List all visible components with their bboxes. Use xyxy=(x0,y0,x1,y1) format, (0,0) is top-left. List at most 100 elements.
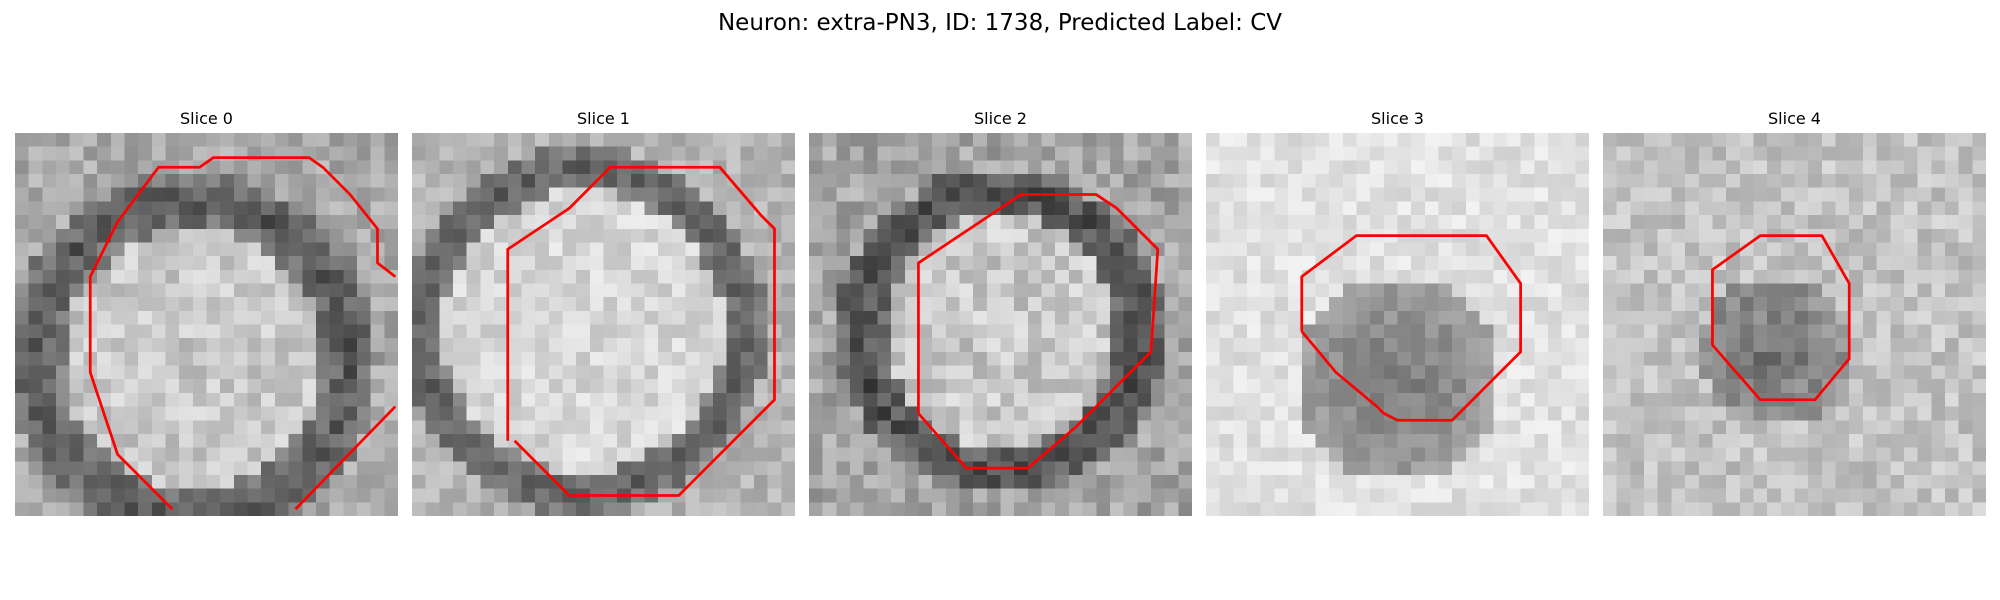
pixel xyxy=(1370,242,1385,257)
pixel xyxy=(220,242,235,257)
pixel xyxy=(548,283,563,298)
pixel xyxy=(494,269,509,284)
pixel xyxy=(329,502,344,516)
pixel xyxy=(753,160,768,175)
pixel xyxy=(1452,201,1467,216)
pixel xyxy=(1534,474,1549,489)
pixel xyxy=(453,324,467,339)
pixel xyxy=(863,324,878,339)
pixel xyxy=(1233,365,1248,380)
pixel xyxy=(1247,392,1261,407)
pixel xyxy=(1808,324,1823,339)
pixel xyxy=(1233,256,1248,271)
pixel xyxy=(1630,215,1645,230)
pixel xyxy=(753,488,768,503)
pixel xyxy=(179,447,194,462)
pixel xyxy=(206,297,221,312)
pixel xyxy=(233,187,248,202)
pixel xyxy=(1603,187,1617,202)
pixel xyxy=(1657,351,1672,366)
pixel xyxy=(1944,488,1959,503)
pixel xyxy=(658,502,673,516)
pixel xyxy=(767,133,782,147)
pixel xyxy=(138,488,153,503)
pixel xyxy=(1356,488,1371,503)
pixel xyxy=(179,215,194,230)
pixel xyxy=(1206,310,1220,325)
pixel xyxy=(1356,297,1371,312)
pixel xyxy=(740,488,755,503)
pixel xyxy=(439,379,454,394)
pixel xyxy=(1178,256,1192,271)
pixel xyxy=(1068,447,1083,462)
pixel xyxy=(1465,420,1480,435)
pixel xyxy=(521,174,536,188)
pixel xyxy=(1438,160,1453,175)
pixel xyxy=(644,365,659,380)
pixel xyxy=(1547,228,1562,243)
pixel xyxy=(1274,433,1289,448)
pixel xyxy=(1027,474,1042,489)
pixel xyxy=(69,256,84,271)
pixel xyxy=(370,392,385,407)
pixel xyxy=(1547,187,1562,202)
pixel xyxy=(1958,365,1973,380)
pixel xyxy=(781,488,795,503)
pixel xyxy=(439,283,454,298)
pixel xyxy=(1944,174,1959,188)
pixel xyxy=(1178,228,1192,243)
pixel xyxy=(370,420,385,435)
pixel xyxy=(1027,392,1042,407)
pixel xyxy=(1288,160,1303,175)
pixel xyxy=(1657,474,1672,489)
pixel xyxy=(918,201,933,216)
pixel xyxy=(740,351,755,366)
pixel xyxy=(453,160,467,175)
pixel xyxy=(671,283,686,298)
pixel xyxy=(1424,447,1439,462)
pixel xyxy=(932,215,947,230)
pixel xyxy=(1109,256,1124,271)
pixel xyxy=(836,133,851,147)
pixel xyxy=(1370,146,1385,161)
pixel xyxy=(1068,269,1083,284)
pixel xyxy=(904,351,919,366)
pixel xyxy=(1068,338,1083,353)
pixel xyxy=(1917,406,1932,421)
pixel xyxy=(1575,146,1589,161)
pixel xyxy=(548,310,563,325)
pixel xyxy=(1397,461,1412,476)
pixel xyxy=(233,502,248,516)
pixel xyxy=(1958,392,1973,407)
pixel xyxy=(644,461,659,476)
pixel xyxy=(1794,133,1809,147)
pixel xyxy=(973,283,988,298)
pixel xyxy=(507,351,522,366)
pixel xyxy=(904,242,919,257)
pixel xyxy=(356,406,371,421)
pixel xyxy=(1958,160,1973,175)
pixel xyxy=(1944,187,1959,202)
pixel xyxy=(712,201,727,216)
pixel xyxy=(165,242,180,257)
pixel xyxy=(1712,228,1727,243)
pixel xyxy=(1383,338,1398,353)
pixel xyxy=(1767,283,1782,298)
pixel xyxy=(28,474,43,489)
pixel xyxy=(1301,447,1316,462)
pixel xyxy=(1644,338,1658,353)
pixel xyxy=(494,324,509,339)
slice-image-1 xyxy=(412,133,795,516)
pixel xyxy=(986,215,1001,230)
pixel xyxy=(809,324,823,339)
pixel xyxy=(1164,201,1179,216)
pixel xyxy=(1247,215,1261,230)
pixel xyxy=(1644,187,1658,202)
pixel xyxy=(576,256,591,271)
pixel xyxy=(809,447,823,462)
pixel xyxy=(110,392,125,407)
pixel xyxy=(1411,406,1426,421)
pixel xyxy=(904,502,919,516)
pixel xyxy=(1452,310,1467,325)
pixel xyxy=(1164,474,1179,489)
